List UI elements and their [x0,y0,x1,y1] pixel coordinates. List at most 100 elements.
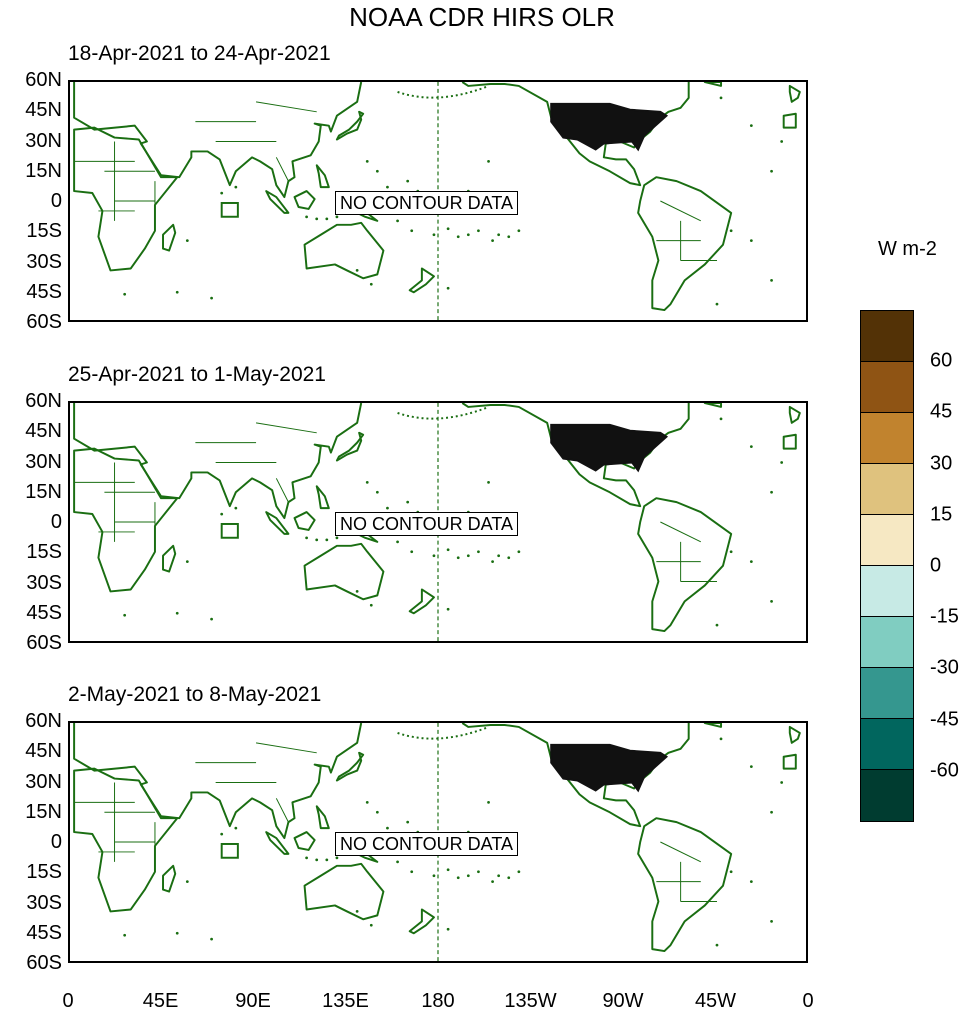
island-dot [491,880,494,884]
y-tick-label: 30N [25,450,62,473]
island-dot [446,227,450,231]
coastline-japan [335,110,365,141]
island-dot [355,910,359,913]
coastline-greenland [703,403,723,408]
y-tick-label: 15S [26,220,62,243]
legend-swatch [861,515,913,566]
island-dot [220,832,224,836]
y-axis-labels-2: 60N 45N 30N 15N 0 15S 30S 45S 60S [0,391,62,653]
island-dot [749,560,753,564]
island-dot [355,590,359,593]
country-border [275,478,289,503]
island-dot [315,858,319,862]
island-dot [491,239,494,243]
y-tick-label: 15S [26,861,62,884]
legend-swatch [861,668,913,719]
coastline-europeAsia [73,723,363,840]
island-dot [729,550,733,554]
island-dot [185,880,189,884]
island-dot [715,302,719,306]
y-tick-label: 15N [25,480,62,503]
coastline-borneo [293,190,316,210]
x-tick-label: 90W [602,990,644,1012]
island-dot [749,239,753,243]
y-tick-label: 45N [25,740,62,763]
island-arc [397,406,489,420]
island-dot [446,607,450,611]
island-dot [335,536,339,540]
island-dot [729,870,733,874]
country-border [660,521,702,543]
legend-tick-label: -60 [930,759,959,782]
coastline-philippines [315,485,330,510]
island-dot [325,217,329,221]
island-dot [456,876,460,880]
island-dot [369,282,373,286]
island-dot [410,870,414,874]
island-dot [185,560,189,564]
island-dot [315,538,319,542]
y-tick-label: 60N [25,710,62,732]
coastline-australia [303,542,385,601]
island-dot [305,215,308,219]
country-border [660,841,702,863]
island-dot [220,512,224,516]
island-dot [175,931,179,935]
island-dot [210,296,213,300]
island-dot [477,229,480,233]
y-tick-label: 30S [26,891,62,914]
panel-1-period: 18-Apr-2021 to 24-Apr-2021 [68,42,331,65]
map-panel-2 [68,401,808,643]
legend-tick-label: 45 [930,400,953,423]
usa-state-boundaries [550,102,669,152]
coastline-uk [788,725,801,744]
country-border [275,157,289,182]
coastline-madagascar [162,864,177,893]
island-dot [446,286,450,290]
y-tick-label: 15N [25,159,62,182]
y-tick-label: 30N [25,770,62,793]
island-dot [517,550,521,554]
island-dot [780,781,784,784]
x-tick-label: 45E [142,990,179,1012]
color-legend [860,310,914,822]
legend-swatch [861,719,913,770]
coastline-sumatra [265,511,290,535]
island-dot [749,445,753,449]
country-border [255,422,317,434]
y-tick-label: 30N [25,129,62,152]
island-dot [123,933,127,937]
island-dot [487,159,490,163]
legend-tick-label: -15 [930,605,959,628]
y-axis-labels-3: 60N 45N 30N 15N 0 15S 30S 45S 60S [0,711,62,973]
coastline-japan [335,751,365,782]
coastline-africa [73,126,179,272]
x-tick-label: 135W [504,990,557,1012]
y-tick-label: 45S [26,921,62,944]
island-dot [315,217,319,221]
island-dot [210,937,213,941]
island-dot [386,185,389,189]
no-contour-note-3: NO CONTOUR DATA [335,832,519,856]
island-dot [410,229,414,233]
island-dot [497,874,501,878]
island-dot [507,876,511,880]
coastline-borneo [293,831,316,851]
y-tick-label: 30S [26,571,62,594]
island-dot [325,538,329,542]
coastline-africa [73,447,179,593]
island-arc [397,85,489,99]
world-map [73,723,801,961]
coastline-australia [303,862,385,921]
island-dot [477,870,480,874]
island-dot [375,810,379,814]
x-tick-label: 0 [802,990,814,1012]
coastline-europeAsia [73,403,363,520]
coastline-philippines [315,805,330,830]
island-dot [715,943,719,947]
figure-title: NOAA CDR HIRS OLR [349,2,615,32]
island-box [220,201,239,218]
coastline-iberia [782,112,797,129]
coastline-europeAsia [73,82,363,199]
coastline-southAmerica [637,176,733,312]
